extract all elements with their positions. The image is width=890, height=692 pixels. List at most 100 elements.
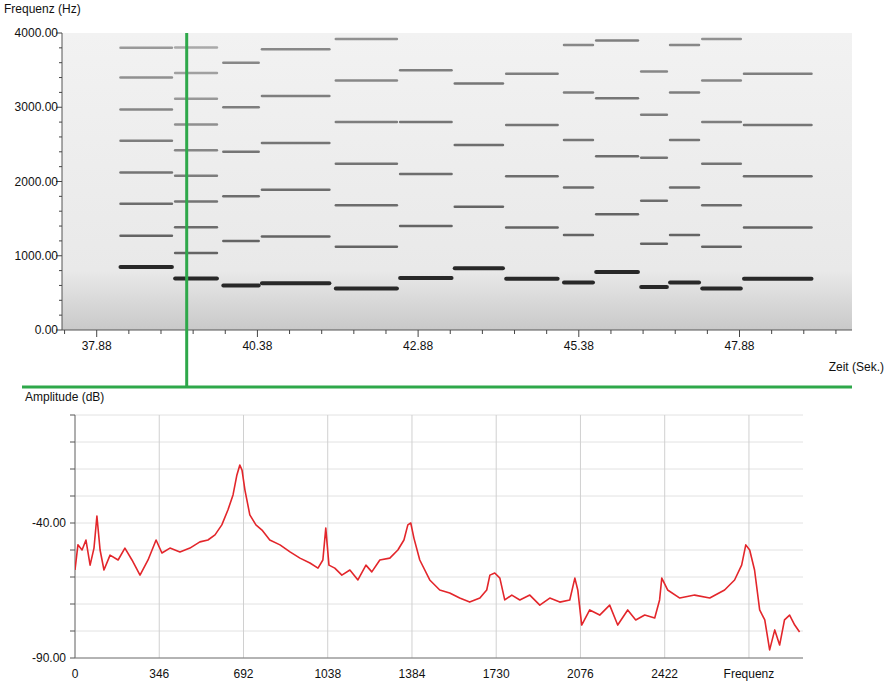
x-tick-label: 346: [149, 667, 169, 681]
x-minor-tick: [225, 330, 226, 334]
y-minor-tick: [59, 77, 62, 78]
x-grid: [664, 415, 665, 658]
x-tick-label: 42.88: [403, 339, 433, 353]
x-tick-label: 37.88: [82, 339, 112, 353]
partial: [744, 226, 811, 229]
partial: [262, 188, 329, 191]
partial: [641, 200, 667, 203]
x-tick-label: 40.38: [242, 339, 272, 353]
y-minor-tick: [59, 300, 62, 301]
y-minor-tick: [59, 285, 62, 286]
y-minor-tick: [59, 62, 62, 63]
x-minor-tick: [160, 330, 161, 334]
partial: [744, 124, 811, 127]
partial: [400, 173, 451, 176]
partial: [455, 205, 503, 208]
x-axis: [62, 330, 852, 331]
y-tick-label: 2000.00: [15, 175, 59, 189]
y-minor-tick: [59, 166, 62, 167]
x-tick-label: 2422: [651, 667, 678, 681]
partial: [744, 73, 811, 76]
x-minor-tick: [803, 330, 804, 334]
y-minor-tick: [70, 631, 75, 632]
partial: [223, 195, 258, 198]
spectrum-line: [75, 465, 800, 650]
y-minor-tick: [59, 47, 62, 48]
partial: [702, 204, 741, 207]
y-grid: [75, 496, 803, 497]
partial: [641, 70, 667, 73]
x-axis: [75, 658, 803, 659]
partial: [702, 246, 741, 249]
partial: [120, 76, 171, 79]
y-grid: [75, 631, 803, 632]
partial: [400, 69, 451, 72]
partial: [120, 139, 171, 142]
partial: [175, 200, 217, 203]
x-tick: [578, 330, 579, 337]
partial: [175, 226, 217, 229]
partial: [506, 226, 557, 229]
partial: [596, 155, 638, 158]
x-grid: [748, 415, 749, 658]
partial: [702, 38, 741, 41]
y-minor-tick: [70, 604, 75, 605]
partial: [455, 82, 503, 85]
y-axis-title: Amplitude (dB): [25, 390, 104, 404]
y-minor-tick: [70, 415, 75, 416]
y-tick-label: 1000.00: [15, 249, 59, 263]
partial: [670, 280, 699, 284]
x-tick-label: 0: [72, 667, 79, 681]
x-tick-label: 692: [233, 667, 253, 681]
partial: [596, 39, 638, 42]
partial: [744, 277, 811, 281]
partial: [175, 175, 217, 178]
x-grid: [327, 415, 328, 658]
partial: [175, 277, 217, 281]
y-minor-tick: [59, 136, 62, 137]
partial: [670, 91, 699, 94]
y-minor-tick: [70, 577, 75, 578]
x-minor-tick: [289, 330, 290, 334]
x-minor-tick: [675, 330, 676, 334]
y-tick-label: -90.00: [32, 651, 66, 665]
y-grid: [75, 469, 803, 470]
plot-area: [62, 33, 852, 330]
partial: [670, 234, 699, 237]
canvas: 0.001000.002000.003000.004000.0037.8840.…: [0, 0, 890, 692]
partial: [596, 270, 638, 274]
y-tick-label: 3000.00: [15, 100, 59, 114]
partial: [120, 171, 171, 174]
partial: [175, 123, 217, 126]
x-minor-tick: [546, 330, 547, 334]
partial: [120, 203, 171, 206]
partial: [336, 79, 397, 82]
y-minor-tick: [59, 270, 62, 271]
y-minor-tick: [59, 151, 62, 152]
x-tick-label: 47.88: [724, 339, 754, 353]
partial: [223, 240, 258, 243]
partial: [641, 243, 667, 246]
y-minor-tick: [59, 92, 62, 93]
x-tick-label: 2076: [567, 667, 594, 681]
partial: [223, 61, 258, 64]
y-tick-label: 4000.00: [15, 26, 59, 40]
plot-area: [75, 465, 800, 650]
partial: [120, 234, 171, 237]
partial: [262, 281, 329, 285]
x-grid: [159, 415, 160, 658]
partial: [702, 162, 741, 165]
partial: [564, 44, 593, 47]
y-grid: [75, 415, 803, 416]
y-minor-tick: [59, 315, 62, 316]
partial: [262, 48, 329, 51]
partial: [506, 277, 557, 281]
partial: [702, 286, 741, 290]
x-minor-tick: [514, 330, 515, 334]
partial: [641, 113, 667, 116]
partial: [670, 139, 699, 142]
y-grid: [75, 442, 803, 443]
partial: [400, 121, 451, 124]
partial: [175, 46, 217, 49]
partial: [564, 234, 593, 237]
